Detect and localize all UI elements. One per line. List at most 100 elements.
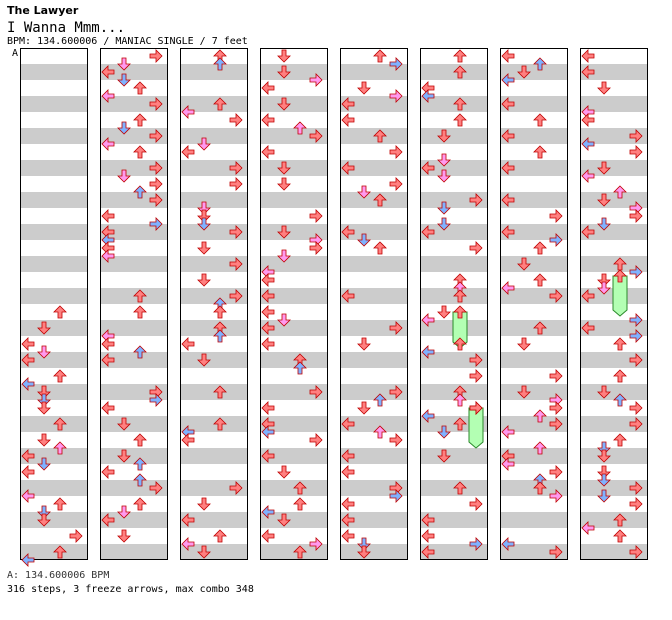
beat-stripe (100, 224, 168, 240)
beat-stripe (180, 352, 248, 368)
beat-stripe (580, 224, 648, 240)
chart-column-frame (180, 48, 248, 560)
left-arrow (341, 465, 355, 479)
chart-column-frame (260, 48, 328, 560)
up-arrow (133, 113, 147, 127)
up-arrow (453, 49, 467, 63)
beat-stripe (500, 192, 568, 208)
chart-column-frame (340, 48, 408, 560)
beat-stripe (260, 96, 328, 112)
right-arrow (389, 433, 403, 447)
beat-stripe (340, 416, 408, 432)
column-frames (20, 48, 648, 560)
down-arrow (37, 401, 51, 415)
beat-stripe (100, 448, 168, 464)
beat-stripe (420, 352, 488, 368)
beat-stripe (100, 320, 168, 336)
beat-stripe (260, 448, 328, 464)
right-arrow (629, 145, 643, 159)
beat-stripe (260, 64, 328, 80)
beat-stripe (340, 256, 408, 272)
beat-stripe (100, 480, 168, 496)
up-arrow (613, 337, 627, 351)
left-arrow (101, 465, 115, 479)
left-arrow (101, 337, 115, 351)
beat-stripe (180, 64, 248, 80)
right-arrow (389, 177, 403, 191)
beat-stripe (100, 256, 168, 272)
beat-stripe (500, 352, 568, 368)
chart-column-frame (580, 48, 648, 560)
up-arrow (133, 497, 147, 511)
down-arrow (277, 49, 291, 63)
beat-stripe (580, 96, 648, 112)
beat-stripe (20, 384, 88, 400)
up-arrow (533, 241, 547, 255)
up-arrow (533, 113, 547, 127)
beat-stripe (20, 192, 88, 208)
right-arrow (469, 369, 483, 383)
down-arrow (277, 465, 291, 479)
beat-stripe (260, 224, 328, 240)
chart-info: BPM: 134.600006 / MANIAC SINGLE / 7 feet (7, 36, 248, 47)
beat-stripe (260, 416, 328, 432)
beat-stripe (180, 160, 248, 176)
left-arrow (101, 209, 115, 223)
left-arrow (261, 529, 275, 543)
beat-stripe (500, 256, 568, 272)
beat-stripe (260, 256, 328, 272)
chart-column-frame (20, 48, 88, 560)
beat-stripe (340, 448, 408, 464)
up-arrow (533, 145, 547, 159)
beat-stripe (580, 192, 648, 208)
beat-stripe (180, 256, 248, 272)
down-arrow (117, 529, 131, 543)
beat-stripe (260, 192, 328, 208)
up-arrow (53, 369, 67, 383)
left-arrow (341, 113, 355, 127)
beat-stripe (420, 192, 488, 208)
up-arrow (613, 369, 627, 383)
right-arrow (229, 113, 243, 127)
down-arrow (597, 81, 611, 95)
left-arrow (181, 337, 195, 351)
beat-stripe (100, 64, 168, 80)
chart-column-frame (500, 48, 568, 560)
beat-stripe (340, 96, 408, 112)
right-arrow (549, 209, 563, 223)
beat-stripe (20, 64, 88, 80)
song-title: I Wanna Mmm... (7, 20, 126, 36)
right-arrow (549, 465, 563, 479)
left-arrow (581, 49, 595, 63)
down-arrow (357, 401, 371, 415)
beat-stripe (100, 416, 168, 432)
left-arrow (501, 49, 515, 63)
beat-stripe (20, 96, 88, 112)
right-arrow (549, 369, 563, 383)
beat-stripe (260, 288, 328, 304)
left-arrow (21, 337, 35, 351)
left-arrow (581, 113, 595, 127)
beat-stripe (20, 480, 88, 496)
beat-stripe (20, 224, 88, 240)
beat-stripe (260, 160, 328, 176)
measure-stripes (20, 64, 648, 560)
beat-stripe (20, 288, 88, 304)
beat-stripe (340, 64, 408, 80)
beat-stripe (20, 320, 88, 336)
beat-stripe (500, 384, 568, 400)
beat-stripe (500, 448, 568, 464)
step-stats: 316 steps, 3 freeze arrows, max combo 34… (7, 584, 254, 595)
beat-stripe (340, 384, 408, 400)
beat-stripe (20, 256, 88, 272)
beat-stripe (100, 160, 168, 176)
beat-stripe (180, 544, 248, 560)
beat-stripe (180, 224, 248, 240)
beat-stripe (340, 320, 408, 336)
beat-stripe (20, 160, 88, 176)
left-arrow (261, 113, 275, 127)
up-arrow (53, 305, 67, 319)
beat-stripe (340, 512, 408, 528)
artist-name: The Lawyer (7, 4, 79, 17)
beat-stripe (580, 384, 648, 400)
